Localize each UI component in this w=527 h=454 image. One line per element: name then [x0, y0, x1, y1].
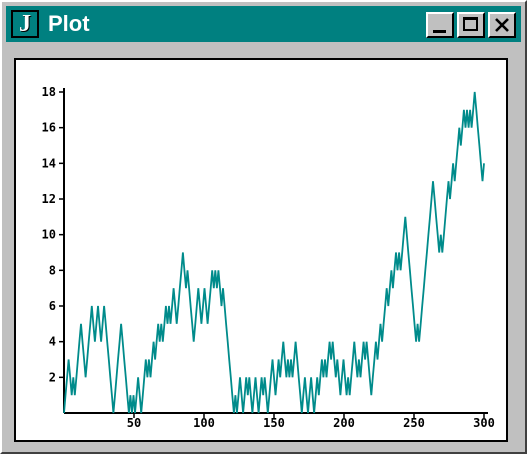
y-tick-label: 16 — [42, 121, 56, 135]
title-bar[interactable]: J Plot — [6, 6, 521, 42]
y-tick-label: 4 — [49, 335, 56, 349]
x-tick-label: 200 — [333, 416, 355, 430]
x-tick-label: 150 — [263, 416, 285, 430]
y-tick-label: 14 — [42, 156, 56, 170]
close-icon — [495, 18, 509, 32]
close-button[interactable] — [488, 12, 516, 38]
minimize-button[interactable] — [426, 12, 454, 38]
x-tick-label: 100 — [193, 416, 215, 430]
x-tick-label: 250 — [403, 416, 425, 430]
plot-area: 2 4 6 8 10 12 14 16 18 50 100 150 200 250 300 — [14, 58, 508, 442]
y-tick-label: 8 — [49, 263, 56, 277]
maximize-button[interactable] — [457, 12, 485, 38]
x-tick-label: 50 — [127, 416, 141, 430]
app-icon-letter: J — [19, 11, 31, 37]
y-tick-label: 12 — [42, 192, 56, 206]
y-tick-label: 18 — [42, 85, 56, 99]
y-tick-label: 6 — [49, 299, 56, 313]
x-tick-label: 300 — [473, 416, 495, 430]
series-line-0 — [63, 91, 485, 414]
y-tick-label: 10 — [42, 228, 56, 242]
minimize-icon — [433, 30, 446, 33]
window-title: Plot — [48, 11, 90, 36]
maximize-icon — [463, 17, 478, 31]
y-tick-label: 2 — [49, 370, 56, 384]
j-app-icon[interactable]: J — [11, 10, 39, 38]
line-chart: 2 4 6 8 10 12 14 16 18 50 100 150 200 250 300 — [42, 85, 495, 430]
